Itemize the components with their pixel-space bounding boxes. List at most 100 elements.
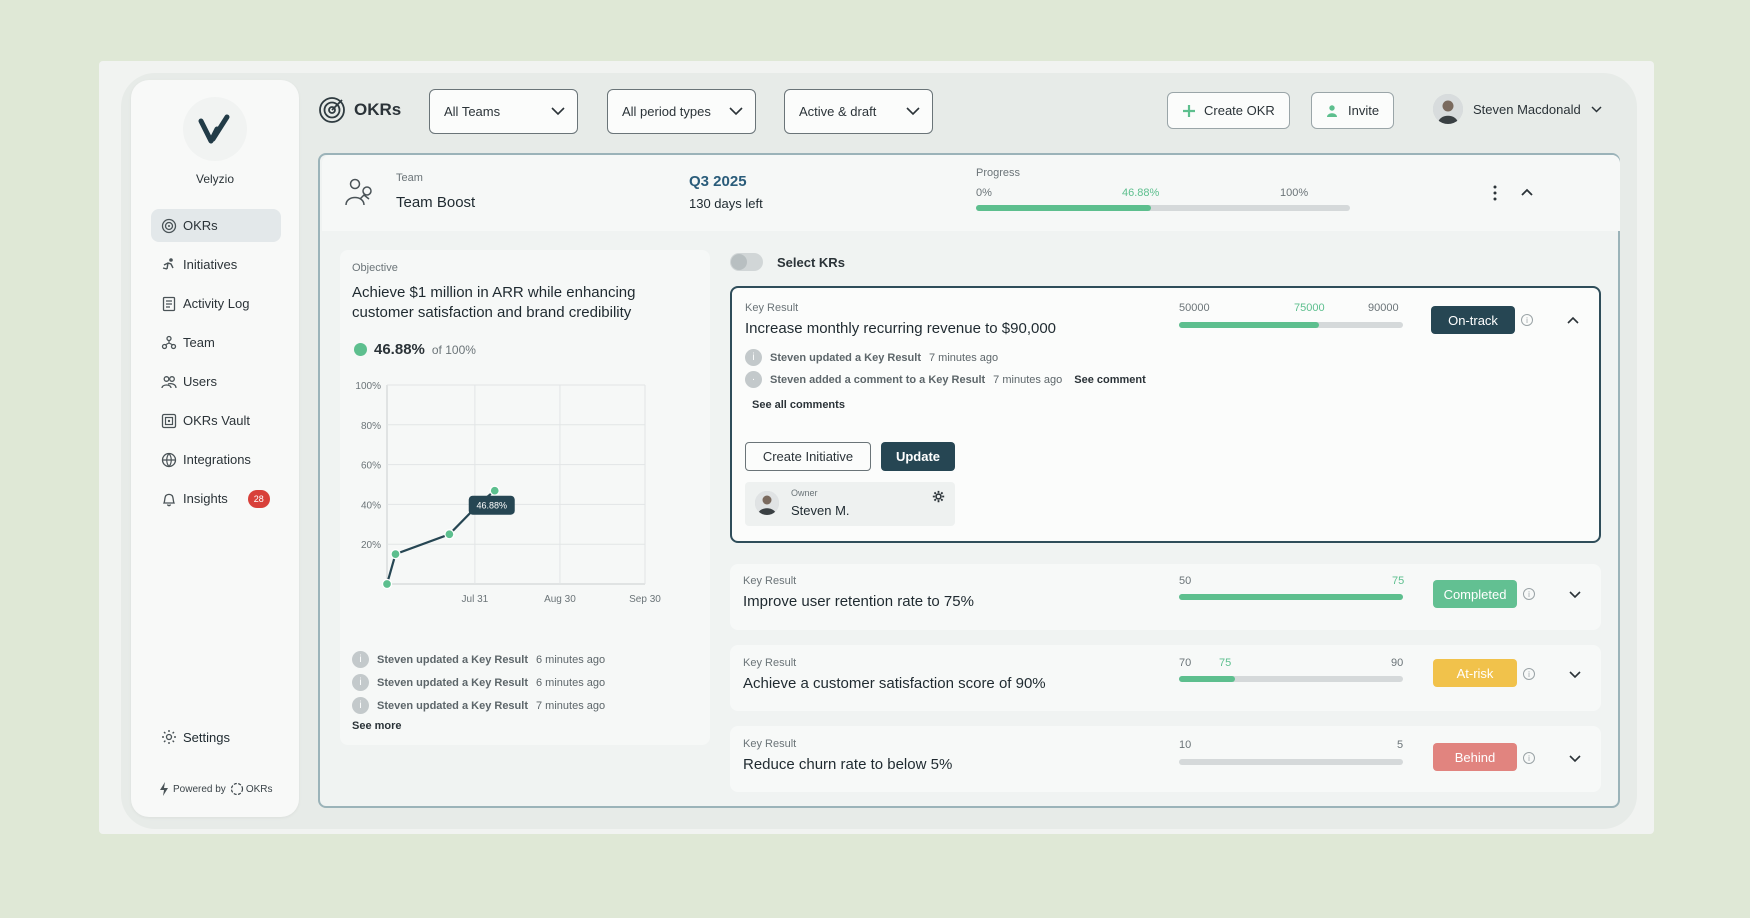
see-comment-link[interactable]: See comment	[1074, 373, 1146, 386]
chevron-down-icon[interactable]	[1569, 671, 1581, 679]
okrs-logo: OKRs	[230, 782, 272, 796]
tooltip-label: 46.88%	[476, 501, 507, 511]
initiatives-icon	[162, 257, 174, 270]
kr-progress-fill	[1179, 322, 1319, 328]
create-initiative-button[interactable]: Create Initiative	[745, 442, 871, 471]
page-title-text: OKRs	[354, 100, 402, 119]
owner-name: Steven M.	[791, 503, 850, 518]
status-badge: At-risk	[1433, 659, 1517, 687]
sidebar-item-label: Initiatives	[183, 257, 238, 272]
progress-value: 46.88%	[1122, 187, 1160, 199]
data-point	[444, 529, 455, 540]
kr-progress-bar	[1179, 676, 1403, 682]
chevron-up-icon[interactable]	[1567, 316, 1579, 324]
sidebar-item-activity-log[interactable]: Activity Log	[151, 287, 281, 320]
sidebar-item-initiatives[interactable]: Initiatives	[151, 248, 281, 281]
objective-title: Achieve $1 million in ARR while enhancin…	[352, 284, 636, 321]
team-progress-bar	[976, 205, 1350, 211]
info-icon[interactable]: i	[1523, 752, 1535, 764]
activity-item: i Steven updated a Key Result 6 minutes …	[352, 651, 605, 668]
y-tick-label: 80%	[361, 421, 381, 432]
chevron-down-icon[interactable]	[1569, 591, 1581, 599]
sidebar-item-okrs-vault[interactable]: OKRs Vault	[151, 404, 281, 437]
more-vertical-icon[interactable]	[1492, 185, 1498, 201]
owner-avatar	[755, 491, 779, 515]
chevron-down-icon	[1591, 105, 1602, 113]
brand-logo[interactable]	[183, 97, 247, 161]
kr-progress-fill	[1179, 594, 1403, 600]
activity-time: 7 minutes ago	[536, 699, 606, 712]
sidebar-item-okrs[interactable]: OKRs	[151, 209, 281, 242]
see-all-comments-link[interactable]: See all comments	[752, 399, 845, 411]
kr-label: Key Result	[743, 575, 797, 587]
chevron-down-icon	[906, 107, 920, 116]
sidebar-item-label: OKRs Vault	[183, 413, 250, 428]
objective-of: of 100%	[431, 342, 476, 357]
key-result-row[interactable]: Key Result Achieve a customer satisfacti…	[730, 645, 1601, 711]
select-krs-toggle[interactable]: Select KRs	[730, 253, 845, 271]
team-icon	[161, 335, 177, 349]
sidebar-item-settings[interactable]: Settings	[161, 729, 230, 745]
kr-progress-bar	[1179, 759, 1403, 765]
kr-current: 75	[1219, 657, 1232, 669]
kr-target: 90000	[1368, 302, 1399, 314]
team-name: Team Boost	[396, 194, 476, 211]
info-icon[interactable]: i	[1523, 588, 1535, 600]
owner-label: Owner	[791, 488, 818, 498]
sidebar-item-integrations[interactable]: Integrations	[151, 443, 281, 476]
kr-activity-time: 7 minutes ago	[929, 351, 999, 364]
key-result-row[interactable]: Key Result Reduce churn rate to below 5%…	[730, 726, 1601, 792]
okrs-spiral-icon	[319, 97, 345, 123]
chevron-down-icon	[551, 107, 565, 116]
activity-item: i Steven updated a Key Result 7 minutes …	[352, 697, 605, 714]
kr-progress-bar	[1179, 594, 1403, 600]
invite-button[interactable]: Invite	[1311, 92, 1395, 129]
see-more-link[interactable]: See more	[352, 720, 402, 732]
page-title: OKRs	[318, 96, 401, 124]
sidebar-item-users[interactable]: Users	[151, 365, 281, 398]
status-badge: On-track	[1431, 306, 1515, 334]
info-icon[interactable]: i	[1523, 668, 1535, 680]
chevron-down-icon[interactable]	[1569, 755, 1581, 763]
globe-icon	[161, 452, 177, 467]
vault-icon	[161, 413, 177, 428]
sidebar: Velyzio OKRs Initiatives Activity Log Te…	[131, 80, 299, 817]
invite-label: Invite	[1348, 103, 1380, 118]
sidebar-item-label: Users	[183, 374, 217, 389]
info-icon: i	[745, 349, 762, 366]
y-tick-label: 100%	[355, 381, 381, 392]
settings-label: Settings	[183, 729, 230, 745]
toggle-switch[interactable]	[730, 253, 763, 271]
bell-icon	[162, 493, 176, 506]
powered-by: Powered by OKRs	[159, 782, 272, 796]
key-result-row[interactable]: Key Result Improve user retention rate t…	[730, 564, 1601, 630]
info-icon[interactable]: i	[1521, 314, 1533, 326]
chevron-down-icon	[729, 107, 743, 116]
sidebar-item-label: OKRs	[183, 218, 218, 233]
kr-start: 50000	[1179, 302, 1210, 314]
sidebar-item-team[interactable]: Team	[151, 326, 281, 359]
kr-title: Increase monthly recurring revenue to $9…	[745, 320, 1057, 337]
kr-target: 5	[1397, 739, 1404, 751]
period-label: Q3 2025	[689, 173, 747, 190]
gear-icon[interactable]	[932, 490, 945, 503]
kr-activity-text: Steven added a comment to a Key Result	[770, 373, 986, 386]
create-okr-button[interactable]: Create OKR	[1167, 92, 1290, 129]
data-point	[489, 485, 500, 496]
comment-icon: ·	[745, 371, 762, 388]
add-user-icon	[1327, 104, 1337, 117]
teams-filter-dropdown[interactable]: All Teams	[429, 89, 578, 134]
status-filter-dropdown[interactable]: Active & draft	[784, 89, 933, 134]
sidebar-item-insights[interactable]: Insights 28	[151, 482, 281, 515]
sidebar-item-label: Integrations	[183, 452, 251, 467]
kr-activity-item: · Steven added a comment to a Key Result…	[745, 371, 1146, 388]
kr-current: 75000	[1294, 302, 1325, 314]
progress-max: 100%	[1280, 187, 1309, 199]
key-result-card-expanded[interactable]: Key Result Increase monthly recurring re…	[730, 286, 1601, 543]
data-point	[381, 578, 393, 590]
update-button[interactable]: Update	[881, 442, 955, 471]
user-menu[interactable]: Steven Macdonald	[1433, 94, 1602, 124]
period-filter-dropdown[interactable]: All period types	[607, 89, 756, 134]
chevron-up-icon[interactable]	[1521, 188, 1533, 196]
status-filter-value: Active & draft	[799, 104, 877, 119]
